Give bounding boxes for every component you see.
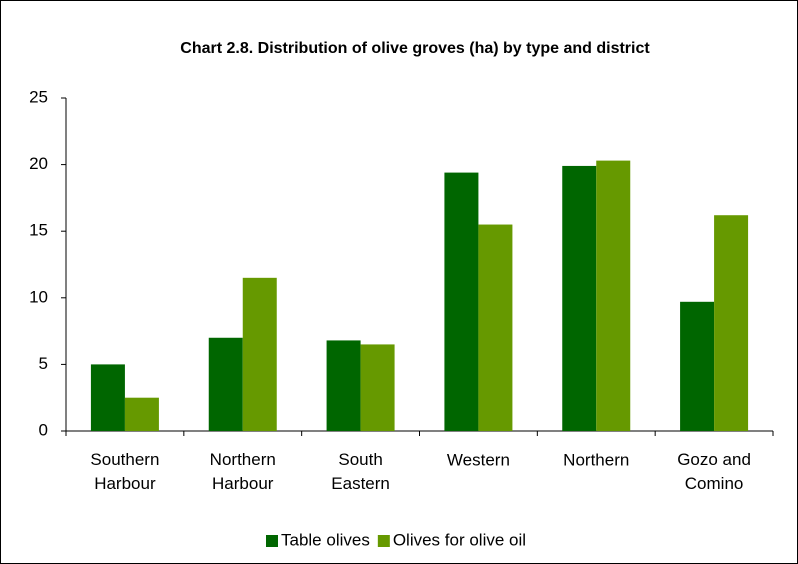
y-tick-label: 25	[29, 87, 48, 106]
y-tick-label: 10	[29, 287, 48, 306]
x-tick-label: Northern	[563, 450, 629, 469]
bar	[680, 301, 715, 431]
x-tick-label: Southern Harbour	[90, 450, 159, 493]
legend-label: Table olives	[281, 530, 370, 549]
bar	[90, 364, 125, 431]
bar	[596, 160, 631, 431]
bar	[124, 397, 159, 431]
x-tick-label: South Eastern	[331, 450, 390, 493]
bar	[360, 344, 395, 431]
bar	[562, 165, 597, 431]
bar	[478, 224, 513, 431]
bar	[714, 215, 749, 431]
bar	[208, 337, 243, 431]
bar	[242, 277, 277, 431]
x-tick-label: Western	[447, 450, 510, 469]
legend-swatch	[377, 535, 390, 547]
x-tick-label: Gozo and Comino	[677, 450, 751, 493]
y-tick-label: 15	[29, 221, 48, 240]
x-tick-label: Northern Harbour	[210, 450, 276, 493]
y-tick-label: 0	[39, 420, 48, 439]
y-tick-label: 5	[39, 354, 48, 373]
legend-label: Olives for olive oil	[393, 530, 526, 549]
chart-title: Chart 2.8. Distribution of olive groves …	[180, 40, 650, 57]
bar	[444, 172, 479, 432]
bar	[326, 340, 361, 431]
y-tick-label: 20	[29, 154, 48, 173]
legend-swatch	[266, 535, 278, 547]
